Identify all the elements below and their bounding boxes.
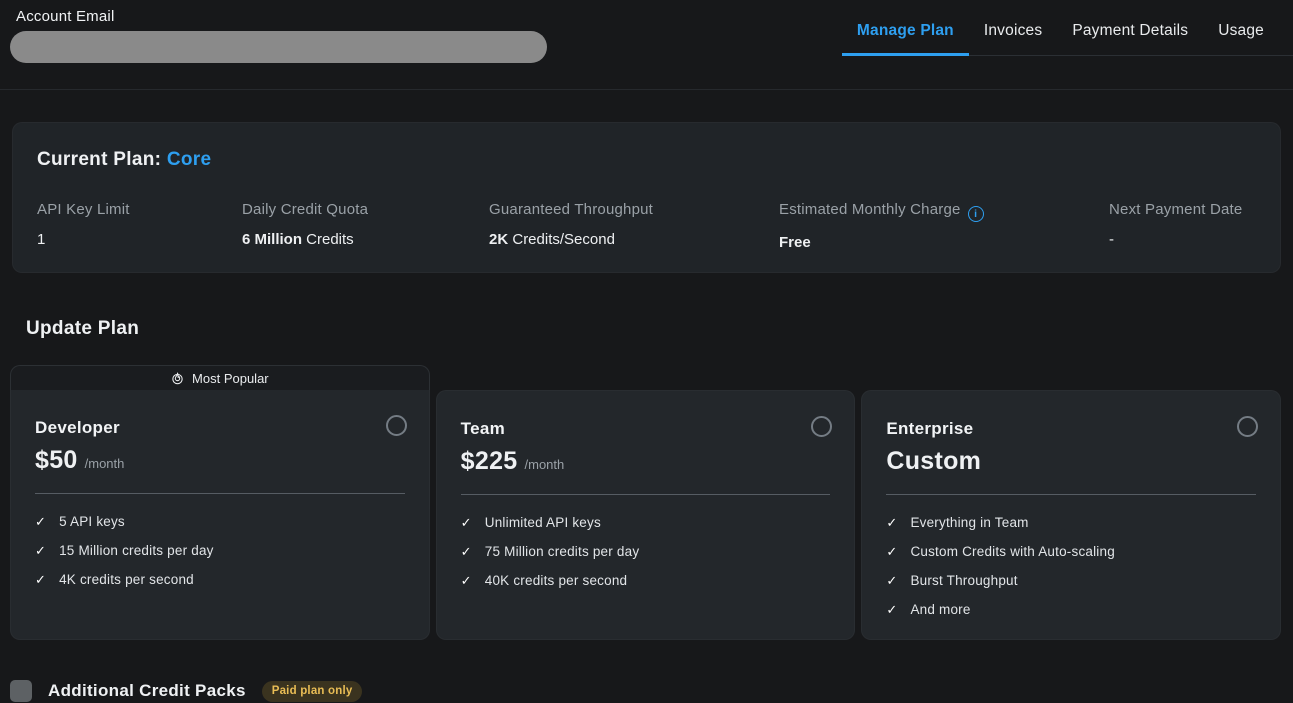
plan-cards-row: Most Popular Developer $50 /month ✓ 5 API…	[10, 365, 1282, 640]
tab-invoices[interactable]: Invoices	[983, 22, 1043, 39]
current-plan-name: Core	[166, 149, 212, 170]
feature-item: ✓ And more	[886, 601, 971, 618]
most-popular-label: Most Popular	[192, 370, 269, 386]
plan-price: Custom	[886, 447, 982, 475]
plan-card-developer[interactable]: Developer $50 /month ✓ 5 API keys ✓ 15 Mil…	[10, 390, 430, 640]
plan-divider	[886, 494, 1257, 495]
plan-divider	[460, 494, 831, 495]
tab-usage[interactable]: Usage	[1218, 22, 1264, 39]
header: Account Email Manage Plan Invoices Payme…	[0, 0, 1293, 90]
check-icon: ✓	[460, 514, 472, 530]
feature-item: ✓ 4K credits per second	[35, 571, 194, 588]
check-icon: ✓	[886, 514, 898, 530]
plan-name: Developer	[35, 418, 120, 437]
current-plan-card: Current Plan: Core API Key Limit 1 Daily…	[12, 122, 1281, 273]
stat-next-payment-date: Next Payment Date -	[1109, 201, 1243, 248]
plan-radio-team[interactable]	[811, 416, 833, 437]
paid-plan-only-badge: Paid plan only	[261, 680, 363, 702]
credit-packs-checkbox[interactable]	[10, 680, 32, 702]
plan-price: $225	[460, 447, 518, 475]
account-email-label: Account Email	[16, 8, 115, 25]
update-plan-heading: Update Plan	[26, 318, 140, 339]
most-popular-band: Most Popular	[10, 365, 430, 390]
plan-period: /month	[84, 456, 125, 471]
check-icon: ✓	[35, 571, 47, 587]
plan-radio-developer[interactable]	[385, 415, 407, 436]
plan-column-enterprise: Enterprise Custom ✓ Everything in Team ✓ C…	[861, 365, 1282, 640]
plan-features: ✓ Everything in Team ✓ Custom Credits with…	[886, 508, 1256, 624]
account-email-block: Account Email	[10, 0, 547, 63]
tab-bar: Manage Plan Invoices Payment Details Usa…	[841, 22, 1293, 56]
feature-item: ✓ Burst Throughput	[886, 572, 1018, 589]
plan-price: $50	[35, 446, 78, 474]
plan-card-enterprise[interactable]: Enterprise Custom ✓ Everything in Team ✓ C…	[861, 390, 1282, 640]
feature-item: ✓ Unlimited API keys	[460, 514, 601, 531]
additional-credit-packs-row: Additional Credit Packs Paid plan only	[10, 680, 1293, 702]
account-email-input[interactable]	[10, 31, 547, 63]
feature-item: ✓ 40K credits per second	[460, 572, 628, 589]
feature-item: ✓ 15 Million credits per day	[35, 542, 214, 559]
tab-payment-details[interactable]: Payment Details	[1072, 22, 1189, 39]
stat-guaranteed-throughput: Guaranteed Throughput 2K Credits/Second	[489, 201, 654, 248]
check-icon: ✓	[886, 601, 898, 617]
info-icon[interactable]: i	[967, 206, 984, 222]
plan-column-developer: Most Popular Developer $50 /month ✓ 5 API…	[10, 365, 430, 640]
flame-icon	[171, 372, 184, 385]
plan-period: /month	[524, 457, 565, 472]
feature-item: ✓ 5 API keys	[35, 513, 125, 530]
feature-item: ✓ Custom Credits with Auto-scaling	[886, 543, 1115, 560]
plan-divider	[35, 493, 405, 494]
check-icon: ✓	[460, 572, 472, 588]
stat-daily-credit-quota: Daily Credit Quota 6 Million Credits	[242, 201, 369, 248]
plan-name: Enterprise	[886, 419, 974, 438]
current-plan-title: Current Plan: Core	[37, 149, 1256, 171]
plan-radio-enterprise[interactable]	[1237, 416, 1259, 437]
feature-item: ✓ 75 Million credits per day	[460, 543, 640, 560]
stat-estimated-monthly-charge: Estimated Monthly Charge i Free	[779, 201, 1109, 251]
tab-manage-plan[interactable]: Manage Plan	[841, 22, 969, 56]
plan-card-team[interactable]: Team $225 /month ✓ Unlimited API keys ✓ 75…	[435, 390, 856, 640]
check-icon: ✓	[886, 572, 898, 588]
plan-features: ✓ 5 API keys ✓ 15 Million credits per day …	[35, 507, 405, 594]
credit-packs-label: Additional Credit Packs	[48, 681, 246, 700]
check-icon: ✓	[35, 542, 47, 558]
check-icon: ✓	[460, 543, 472, 559]
plan-column-team: Team $225 /month ✓ Unlimited API keys ✓ 75…	[435, 365, 856, 640]
check-icon: ✓	[35, 513, 47, 529]
plan-features: ✓ Unlimited API keys ✓ 75 Million credits …	[461, 508, 831, 595]
plan-name: Team	[460, 419, 506, 438]
check-icon: ✓	[886, 543, 898, 559]
stat-api-key-limit: API Key Limit 1	[37, 201, 130, 248]
feature-item: ✓ Everything in Team	[886, 514, 1029, 531]
current-plan-title-prefix: Current Plan:	[37, 149, 167, 170]
current-plan-stats: API Key Limit 1 Daily Credit Quota 6 Mil…	[37, 201, 1256, 251]
